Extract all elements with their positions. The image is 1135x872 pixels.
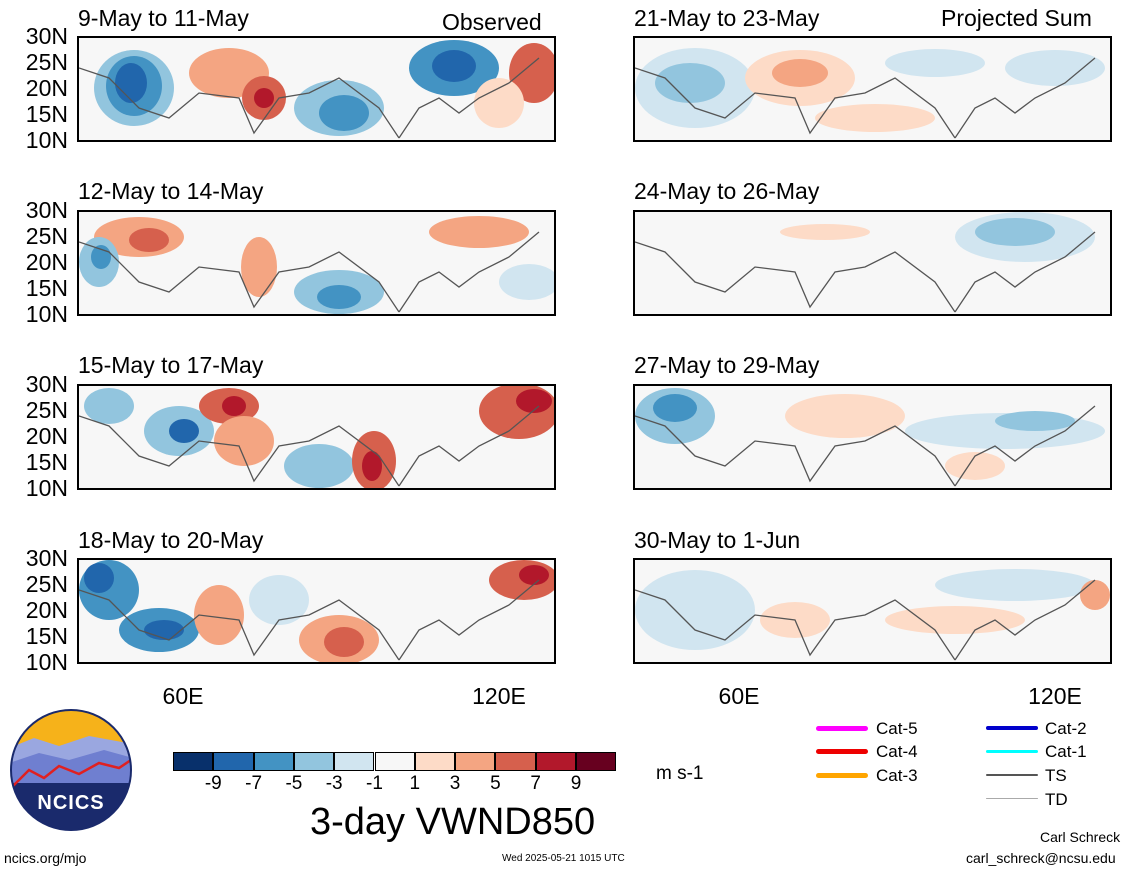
lat-label: 30N: [25, 197, 68, 223]
footer-site: ncics.org/mjo: [4, 850, 87, 866]
observed-label: Observed: [442, 9, 542, 35]
panel-title-8: 30-May to 1-Jun: [634, 527, 801, 553]
legend-line-cat3: [816, 773, 868, 778]
lat-label: 20N: [25, 249, 68, 275]
projected-sum-label: Projected Sum: [941, 5, 1092, 31]
legend-label-cat3: Cat-3: [876, 766, 918, 785]
map-projected-3: [633, 384, 1112, 490]
legend-line-ts: [986, 774, 1038, 776]
footer-author: Carl Schreck: [1040, 829, 1121, 845]
colorbar-swatch: [414, 752, 456, 771]
lat-label: 15N: [25, 275, 68, 301]
panel-title-6: 24-May to 26-May: [634, 178, 820, 204]
colorbar-tick: 3: [449, 773, 461, 794]
colorbar-tick: -7: [245, 773, 263, 794]
colorbar-tick: -5: [285, 773, 303, 794]
legend-label-cat4: Cat-4: [876, 742, 918, 761]
panel-title-7: 27-May to 29-May: [634, 352, 820, 378]
map-projected-4: [633, 558, 1112, 664]
footer-timestamp: Wed 2025-05-21 1015 UTC: [502, 853, 625, 864]
lat-label: 15N: [25, 101, 68, 127]
lat-label: 30N: [25, 371, 68, 397]
lat-label: 25N: [25, 397, 68, 423]
map-observed-4: [77, 558, 556, 664]
colorbar-swatch: [173, 752, 214, 771]
lat-label: 30N: [25, 23, 68, 49]
legend-line-cat1: [986, 750, 1038, 753]
logo-text: NCICS: [37, 792, 105, 814]
legend-line-cat2: [986, 726, 1038, 730]
lon-label-60e-left: 60E: [162, 683, 204, 709]
map-projected-1: [633, 36, 1112, 142]
map-observed-1: [77, 36, 556, 142]
colorbar-swatch: [253, 752, 294, 771]
lon-label-120e-right: 120E: [1028, 683, 1082, 709]
legend-label-ts: TS: [1045, 766, 1067, 785]
lon-label-60e-right: 60E: [718, 683, 760, 709]
lat-label: 25N: [25, 571, 68, 597]
footer-email: carl_schreck@ncsu.edu: [966, 850, 1116, 866]
colorbar-tick: 7: [530, 773, 541, 794]
lat-label: 10N: [25, 649, 68, 675]
colorbar-swatch: [213, 752, 254, 771]
colorbar-tick: -3: [325, 773, 343, 794]
legend-label-td: TD: [1045, 790, 1068, 809]
legend-line-td: [986, 798, 1038, 799]
ncics-logo: NCICS: [9, 708, 133, 832]
lat-label: 30N: [25, 545, 68, 571]
lat-label: 25N: [25, 223, 68, 249]
colorbar-tick: -9: [204, 773, 222, 794]
colorbar-swatch: [374, 752, 415, 771]
colorbar-swatch: [455, 752, 496, 771]
colorbar-tick: 9: [570, 773, 582, 794]
legend-label-cat5: Cat-5: [876, 719, 918, 738]
colorbar-swatch: [576, 752, 617, 771]
panel-title-3: 15-May to 17-May: [78, 352, 264, 378]
colorbar-swatch: [535, 752, 576, 771]
lat-label: 15N: [25, 623, 68, 649]
panel-title-5: 21-May to 23-May: [634, 5, 820, 31]
colorbar-tick: 1: [409, 773, 421, 794]
map-observed-2: [77, 210, 556, 316]
lat-label: 10N: [25, 301, 68, 327]
map-projected-2: [633, 210, 1112, 316]
colorbar-tick: -1: [366, 773, 383, 794]
lat-label: 25N: [25, 49, 68, 75]
colorbar-swatch: [293, 752, 335, 771]
panel-title-1: 9-May to 11-May: [78, 5, 249, 31]
lat-label: 15N: [25, 449, 68, 475]
colorbar-tick: 5: [490, 773, 501, 794]
legend-label-cat1: Cat-1: [1045, 742, 1087, 761]
lat-label: 10N: [25, 475, 68, 501]
lat-label: 20N: [25, 423, 68, 449]
colorbar-swatch: [334, 752, 375, 771]
map-observed-3: [77, 384, 556, 490]
lon-label-120e-left: 120E: [472, 683, 526, 709]
colorbar-swatch: [495, 752, 536, 771]
legend-line-cat5: [816, 726, 868, 731]
lat-label: 20N: [25, 75, 68, 101]
panel-title-4: 18-May to 20-May: [78, 527, 264, 553]
panel-title-2: 12-May to 14-May: [78, 178, 264, 204]
lat-label: 20N: [25, 597, 68, 623]
legend-label-cat2: Cat-2: [1045, 719, 1087, 738]
units-label: m s-1: [656, 763, 704, 784]
lat-label: 10N: [25, 127, 68, 153]
legend-line-cat4: [816, 749, 868, 754]
main-title: 3-day VWND850: [310, 801, 596, 843]
